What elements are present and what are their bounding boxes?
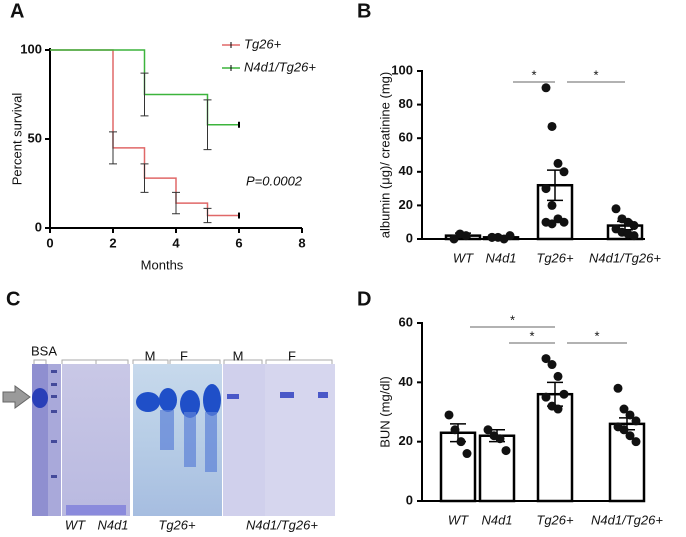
data-point [450, 425, 460, 435]
y-tick-label: 0 [406, 492, 413, 507]
data-point [495, 434, 505, 444]
annotation: P=0.0002 [246, 173, 303, 188]
x-tick-label: N4d1 [485, 250, 516, 265]
data-point [553, 158, 563, 168]
data-point [487, 232, 497, 242]
legend-label: N4d1/Tg26+ [244, 59, 316, 74]
data-point [631, 416, 641, 426]
data-point [461, 231, 471, 241]
lane-label: Tg26+ [158, 517, 196, 532]
y-tick-label: 50 [28, 130, 42, 145]
significance-label: * [531, 67, 536, 82]
gel-label: M [145, 348, 156, 363]
data-point [547, 121, 557, 131]
data-point [559, 217, 569, 227]
data-point [547, 200, 557, 210]
legend-label: Tg26+ [244, 36, 282, 51]
x-tick-label: N4d1 [481, 512, 512, 527]
data-point [553, 404, 563, 414]
gel-label: F [180, 348, 188, 363]
y-tick-label: 0 [406, 230, 413, 245]
x-tick-label: 4 [172, 235, 180, 250]
y-tick-label: 100 [20, 41, 42, 56]
data-point [483, 425, 493, 435]
y-tick-label: 60 [399, 314, 413, 329]
significance-label: * [594, 328, 599, 343]
y-axis-label: Percent survival [9, 93, 24, 186]
data-point [629, 231, 639, 241]
data-point [553, 371, 563, 381]
y-tick-label: 0 [35, 219, 42, 234]
x-tick-label: N4d1/Tg26+ [591, 512, 663, 527]
error-bar [203, 207, 212, 224]
data-point [541, 392, 551, 402]
y-tick-label: 80 [399, 96, 413, 111]
gel-image [2, 359, 335, 516]
gel-label: BSA [31, 343, 57, 358]
data-point [501, 446, 511, 456]
x-tick-label: 0 [46, 235, 53, 250]
panel-label: D [357, 288, 371, 310]
data-point [625, 431, 635, 441]
y-tick-label: 60 [399, 130, 413, 145]
error-bar [140, 72, 149, 117]
x-tick-label: Tg26+ [536, 250, 574, 265]
gel-label: M [233, 348, 244, 363]
significance-label: * [529, 328, 534, 343]
error-bar [140, 163, 149, 193]
x-tick-label: 2 [109, 235, 116, 250]
x-tick-label: WT [448, 512, 469, 527]
survival-curve [50, 49, 239, 126]
data-point [541, 184, 551, 194]
data-point [629, 221, 639, 231]
y-tick-label: 40 [399, 163, 413, 178]
bar [478, 434, 516, 503]
data-point [547, 219, 557, 229]
panel-label: A [10, 0, 24, 22]
data-point [547, 360, 557, 370]
x-tick-label: N4d1/Tg26+ [589, 250, 661, 265]
x-tick-label: 6 [235, 235, 242, 250]
significance-label: * [510, 312, 515, 327]
significance-label: * [593, 67, 598, 82]
y-tick-label: 20 [399, 433, 413, 448]
x-tick-label: 8 [298, 235, 305, 250]
data-point [444, 410, 454, 420]
data-point [619, 404, 629, 414]
gel-label: F [288, 348, 296, 363]
data-point [631, 437, 641, 447]
lane-label: WT [65, 517, 86, 532]
lane-label: N4d1/Tg26+ [246, 517, 318, 532]
x-axis-label: Months [141, 257, 184, 272]
data-point [541, 354, 551, 364]
lane-label: N4d1 [97, 517, 128, 532]
data-point [611, 204, 621, 214]
error-bar [109, 131, 117, 165]
error-bar [172, 191, 180, 215]
error-bar [203, 99, 212, 151]
data-point [462, 449, 472, 459]
data-point [619, 425, 629, 435]
data-point [449, 234, 459, 244]
y-axis-label: BUN (mg/dl) [377, 376, 392, 448]
y-axis-label: albumin (μg)/ creatinine (mg) [377, 72, 392, 238]
y-tick-label: 40 [399, 374, 413, 389]
data-point [625, 410, 635, 420]
x-tick-label: Tg26+ [536, 512, 574, 527]
data-point [456, 437, 466, 447]
panel-label: B [357, 0, 371, 22]
data-point [541, 83, 551, 93]
data-point [559, 389, 569, 399]
data-point [505, 231, 515, 241]
x-tick-label: WT [453, 250, 474, 265]
panel-label: C [6, 288, 20, 310]
data-point [613, 383, 623, 393]
y-tick-label: 100 [391, 62, 413, 77]
data-point [559, 167, 569, 177]
y-tick-label: 20 [399, 197, 413, 212]
